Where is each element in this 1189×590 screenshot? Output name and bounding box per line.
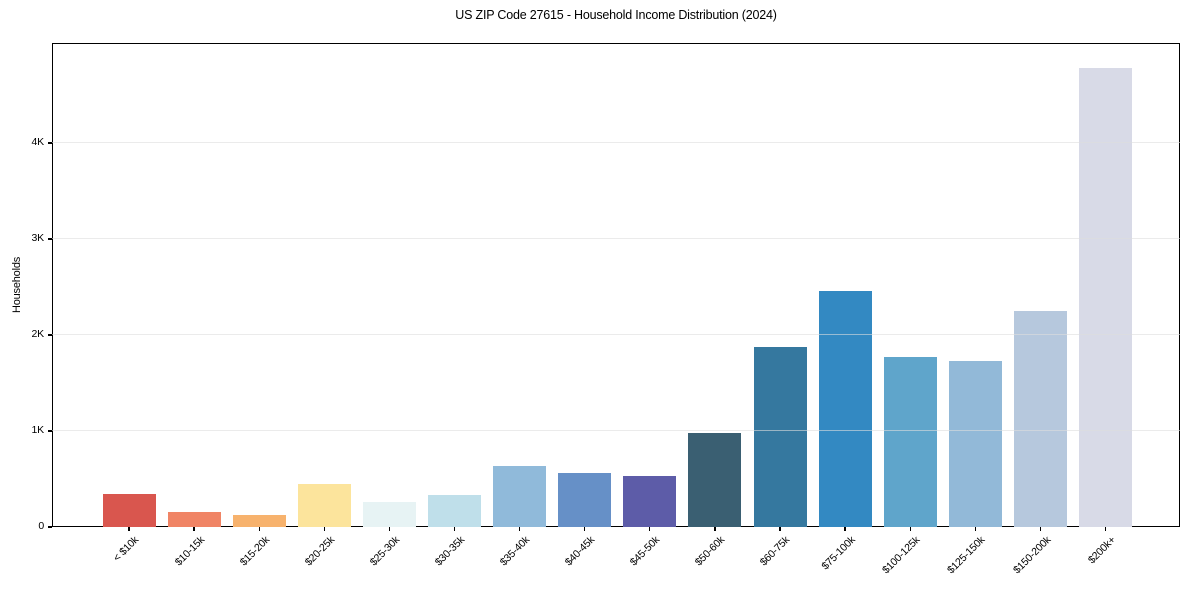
y-tick-label: 2K <box>31 327 45 340</box>
x-tick-label: $30-35k <box>432 534 467 569</box>
x-tick-label: $75-100k <box>819 534 858 573</box>
x-tick-mark <box>649 527 651 531</box>
bar-$40-45k <box>558 473 612 527</box>
x-tick-mark <box>323 527 325 531</box>
gridline-1K <box>52 429 1180 431</box>
x-tick-mark <box>714 527 716 531</box>
bar-$35-40k <box>493 465 547 527</box>
chart-title: US ZIP Code 27615 - Household Income Dis… <box>455 8 777 22</box>
bar-$45-50k <box>623 476 677 527</box>
x-tick-mark <box>909 527 911 531</box>
x-tick-label: $20-25k <box>302 534 337 569</box>
bar-$15-20k <box>232 515 286 527</box>
x-tick-mark <box>584 527 586 531</box>
x-tick-label: $100-125k <box>880 534 923 577</box>
bar-$125-150k <box>948 361 1002 527</box>
bar-$150-200k <box>1013 310 1067 527</box>
plot-border <box>52 43 1180 527</box>
y-tick-label: 1K <box>31 423 45 436</box>
bar-$50-60k <box>688 432 742 527</box>
bar-$30-35k <box>428 494 481 527</box>
y-tick-mark <box>48 142 52 144</box>
bar-$25-30k <box>362 502 416 527</box>
x-tick-label: $50-60k <box>693 534 728 569</box>
bar-$200k+ <box>1079 67 1132 527</box>
x-tick-label: $25-30k <box>367 534 402 569</box>
gridline-4K <box>52 141 1180 143</box>
x-tick-mark <box>974 527 976 531</box>
x-tick-label: $10-15k <box>172 534 207 569</box>
x-tick-mark <box>193 527 195 531</box>
bar-$10-15k <box>167 512 221 527</box>
x-tick-mark <box>388 527 391 531</box>
x-tick-mark <box>1104 527 1107 531</box>
x-tick-label: $125-150k <box>945 534 988 577</box>
gridline-3K <box>52 237 1180 239</box>
y-tick-label: 0 <box>38 520 44 532</box>
bar-$60-75k <box>753 347 807 527</box>
x-tick-label: $60-75k <box>758 534 793 569</box>
x-tick-mark <box>128 527 130 531</box>
x-tick-mark <box>779 527 781 531</box>
y-tick-label: 4K <box>31 135 45 148</box>
x-tick-mark <box>258 527 260 531</box>
plot-area <box>52 43 1180 527</box>
x-tick-label: $150-200k <box>1010 534 1053 577</box>
x-tick-label: $15-20k <box>237 534 272 569</box>
y-tick-mark <box>48 334 52 336</box>
y-tick-label: 3K <box>31 231 45 244</box>
bar-< $10k <box>102 494 156 527</box>
bar-$75-100k <box>818 290 872 527</box>
x-tick-label: $45-50k <box>627 534 663 569</box>
x-tick-label: < $10k <box>111 534 142 565</box>
x-tick-label: $200k+ <box>1085 534 1118 567</box>
y-tick-mark <box>48 238 52 240</box>
gridline-2K <box>52 333 1180 335</box>
x-tick-mark <box>1039 527 1042 531</box>
x-tick-label: $40-45k <box>562 534 598 569</box>
x-tick-mark <box>518 527 521 531</box>
y-tick-mark <box>48 526 52 528</box>
x-tick-mark <box>844 527 846 531</box>
y-axis-label: Households <box>11 256 23 314</box>
x-tick-mark <box>453 527 456 531</box>
bar-$20-25k <box>297 484 351 527</box>
y-tick-mark <box>48 430 52 432</box>
x-tick-label: $35-40k <box>497 534 533 569</box>
bar-$100-125k <box>883 357 937 527</box>
